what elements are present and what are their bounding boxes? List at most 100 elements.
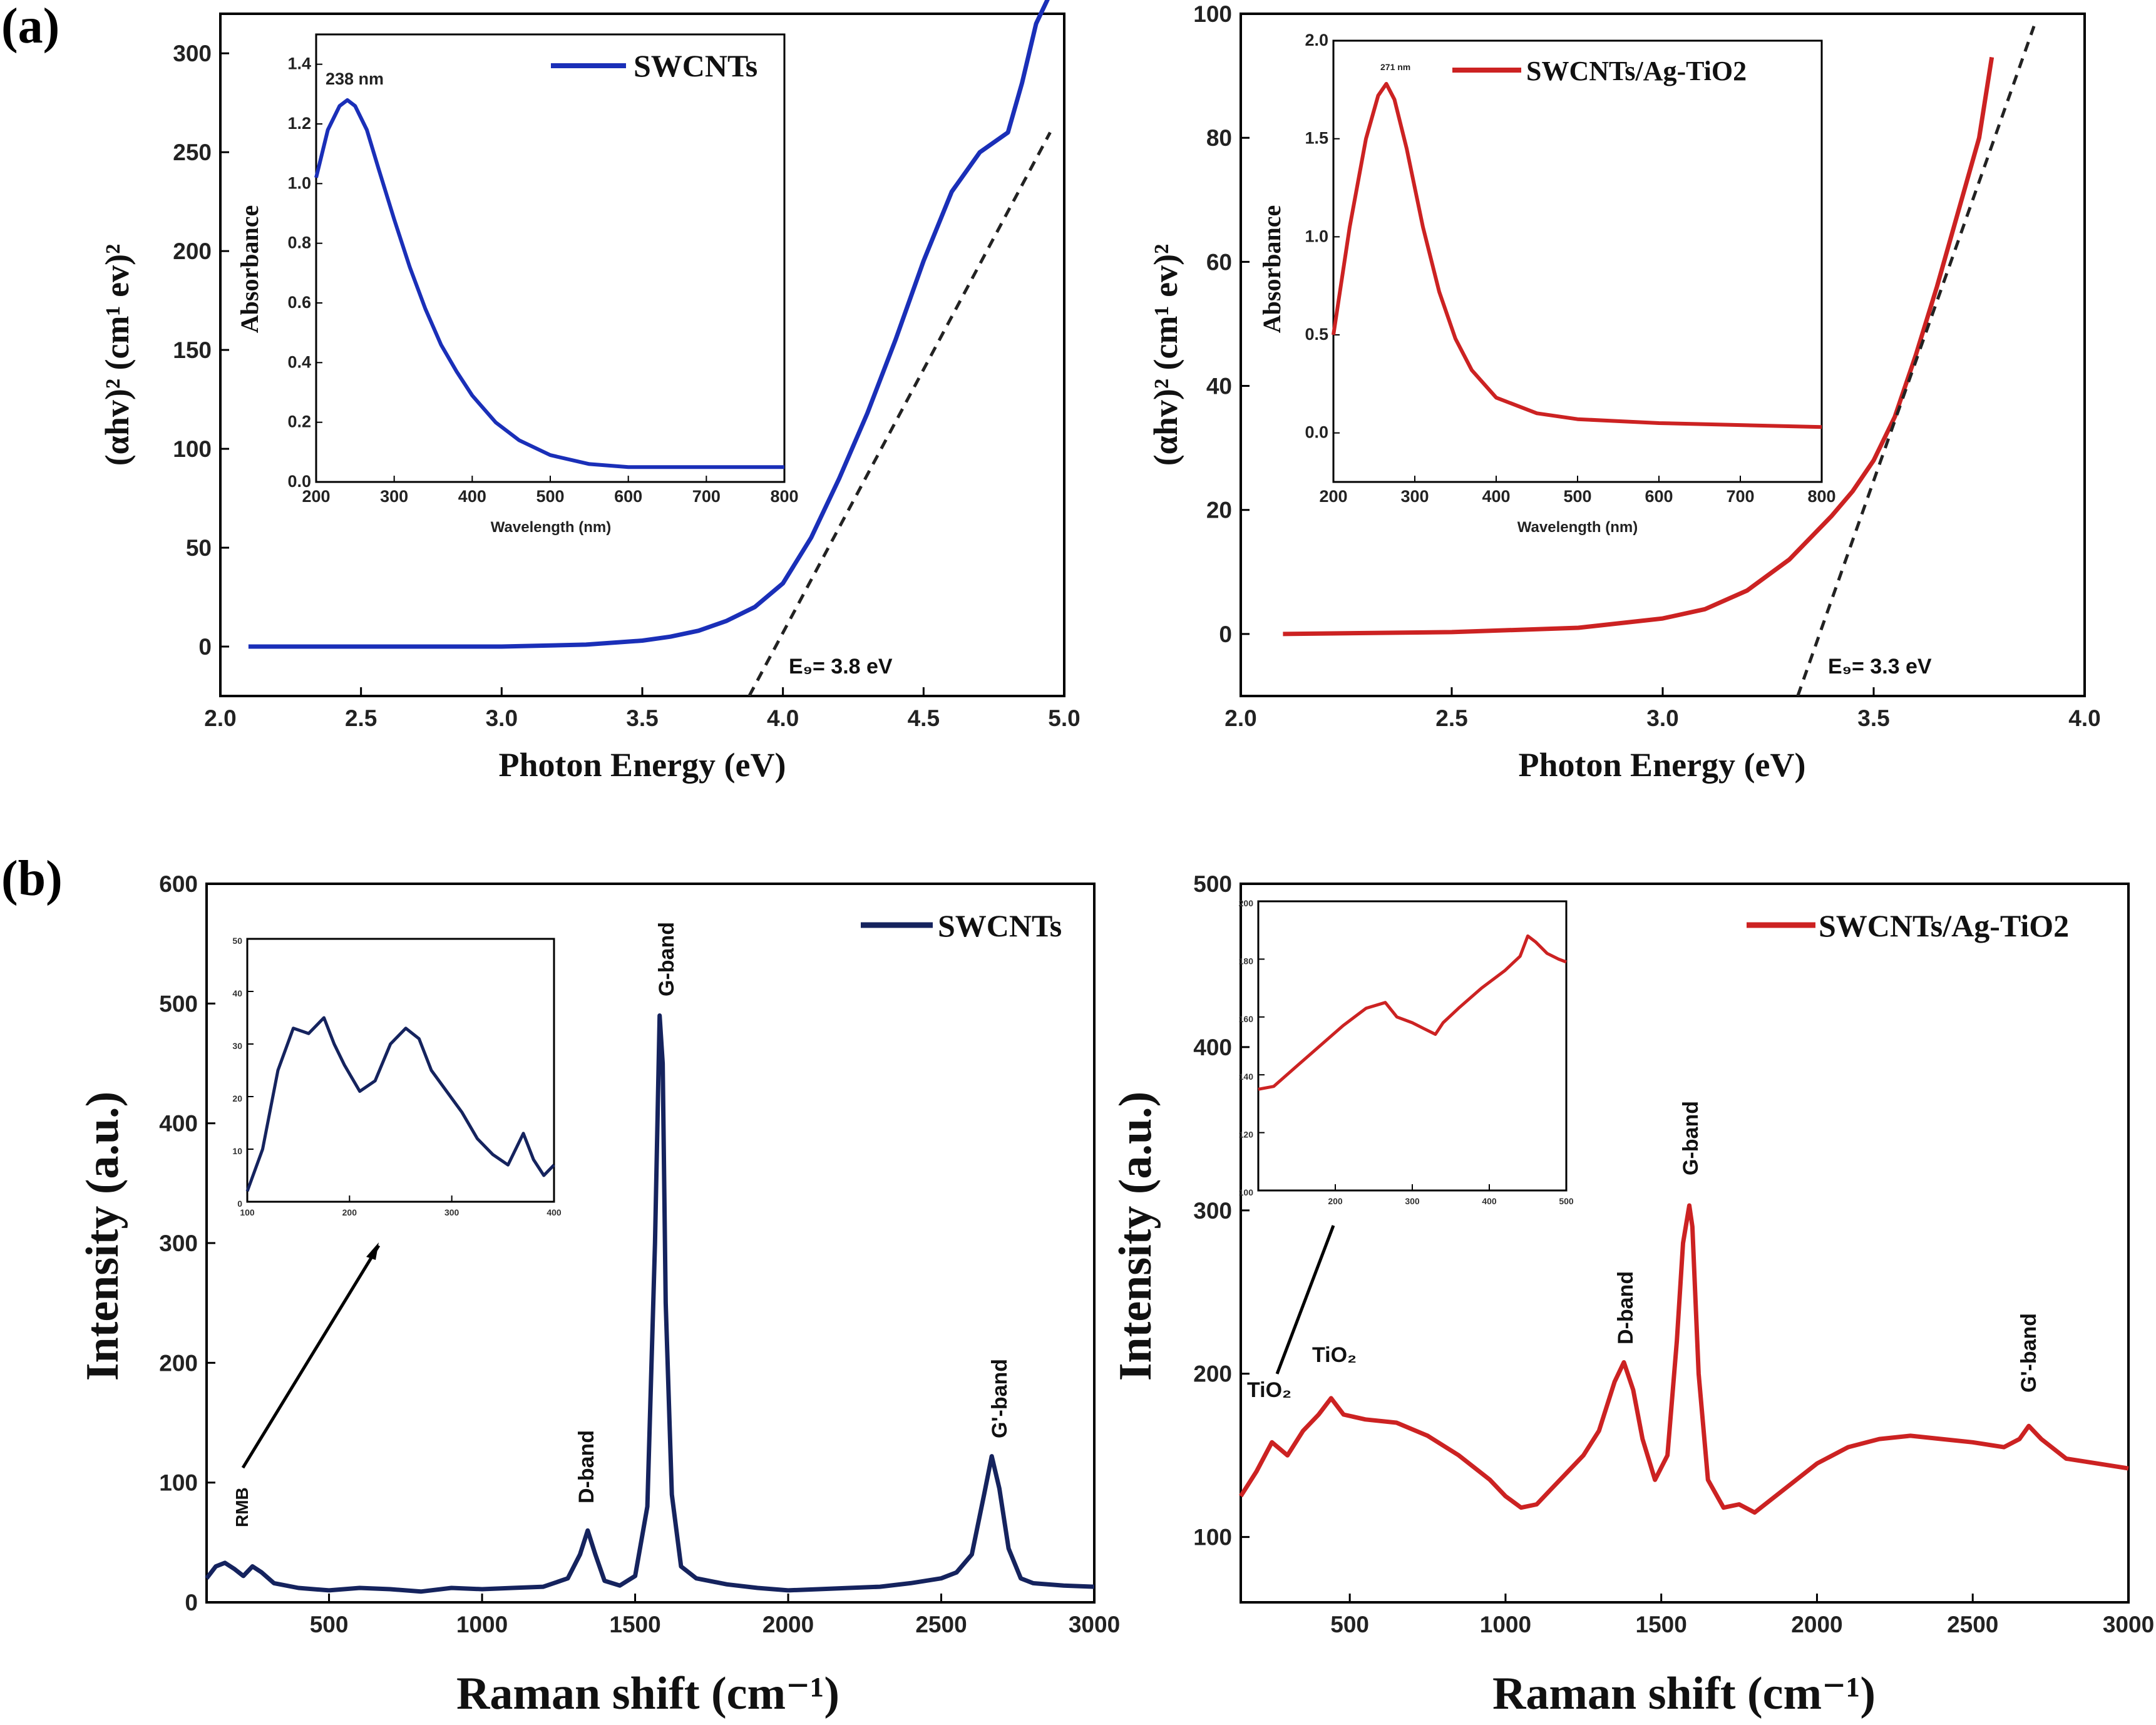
inset-x-title: Wavelength (nm): [1517, 519, 1638, 536]
inset-y-tick-label: 100: [1239, 1187, 1254, 1197]
y-tick-label: 60: [1206, 249, 1232, 275]
y-tick-label: 500: [1193, 871, 1232, 897]
y-axis-title: (αhv)² (cm¹ ev)²: [98, 244, 136, 466]
inset-y-tick-label: 160: [1239, 1014, 1254, 1024]
tangent-line: [747, 131, 1052, 697]
inset-x-title: Wavelength (nm): [491, 519, 611, 536]
band-label-d: D-band: [1614, 1271, 1638, 1344]
x-tick-label: 4.0: [2068, 705, 2100, 731]
y-tick-label: 100: [1193, 1, 1232, 27]
band-label-rbm: RMB: [232, 1487, 252, 1527]
inset-y-tick-label: 1.4: [287, 54, 311, 73]
x-tick-label: 2500: [1947, 1612, 1998, 1637]
y-tick-label: 100: [173, 436, 212, 462]
y-tick-label: 20: [1206, 498, 1232, 523]
inset-x-tick-label: 700: [1726, 487, 1754, 506]
legend-label: SWCNTs: [938, 908, 1062, 943]
y-tick-label: 400: [1193, 1035, 1232, 1060]
inset-y-tick-label: 0.4: [287, 352, 311, 371]
y-tick-label: 300: [1193, 1198, 1232, 1224]
inset-series-line: [314, 98, 784, 469]
x-tick-label: 2.5: [1435, 705, 1467, 731]
x-axis-title: Raman shift (cm⁻¹): [456, 1668, 839, 1719]
inset-x-tick-label: 800: [1807, 487, 1835, 506]
y-tick-label: 150: [173, 337, 212, 363]
inset-y-title: Absorbance: [235, 205, 264, 333]
legend-label: SWCNTs/Ag-TiO2: [1526, 56, 1747, 86]
inset-peak-label: 271 nm: [1380, 62, 1410, 72]
band-label-tio2-b: TiO₂: [1312, 1343, 1357, 1367]
inset-background: [247, 939, 554, 1202]
series-line-composite: [1239, 1203, 2129, 1515]
inset-x-tick-label: 300: [444, 1207, 459, 1217]
inset-y-tick-label: 1.5: [1305, 129, 1328, 148]
band-label-d: D-band: [575, 1430, 598, 1503]
inset-x-tick-label: 300: [1405, 1196, 1420, 1206]
x-tick-label: 3000: [1069, 1612, 1120, 1637]
inset-x-tick-label: 400: [547, 1207, 562, 1217]
arrowhead-icon: [366, 1242, 379, 1260]
y-tick-label: 50: [186, 535, 212, 561]
panel-label-a: (a): [1, 0, 59, 54]
inset-x-tick-label: 400: [1482, 1196, 1497, 1206]
x-tick-label: 3000: [2103, 1612, 2154, 1637]
inset-x-tick-label: 100: [240, 1207, 255, 1217]
inset-x-tick-label: 400: [458, 487, 486, 506]
y-tick-label: 300: [159, 1231, 198, 1256]
inset-y-tick-label: 0.8: [287, 233, 311, 252]
inset-x-tick-label: 200: [342, 1207, 357, 1217]
inset-y-tick-label: 40: [232, 988, 242, 998]
inset-y-tick-label: 0.2: [287, 412, 311, 431]
inset-pointer-arrow: [1275, 1225, 1335, 1374]
inset-y-tick-label: 1.2: [287, 114, 311, 133]
y-tick-label: 100: [1193, 1525, 1232, 1550]
y-tick-label: 40: [1206, 374, 1232, 399]
y-tick-label: 200: [159, 1350, 198, 1376]
inset-x-tick-label: 700: [692, 487, 721, 506]
inset-y-tick-label: 0: [237, 1199, 242, 1209]
inset-series-line: [1258, 934, 1567, 1091]
x-tick-label: 1000: [456, 1612, 508, 1637]
tangent-line: [1796, 25, 2036, 697]
y-tick-label: 0: [1219, 622, 1232, 647]
inset-y-tick-label: 20: [232, 1093, 242, 1103]
x-tick-label: 3.0: [486, 705, 518, 731]
inset-x-tick-label: 200: [1319, 487, 1347, 506]
y-tick-label: 200: [173, 238, 212, 264]
inset-frame: [246, 938, 555, 1203]
y-axis-title: Intensity (a.u.): [77, 1092, 128, 1381]
band-label-g2: G'-band: [988, 1359, 1012, 1438]
x-tick-label: 2000: [762, 1612, 814, 1637]
x-tick-label: 1500: [1636, 1612, 1687, 1637]
inset-y-tick-label: 1.0: [1305, 227, 1328, 245]
inset-y-tick-label: 0.0: [287, 472, 311, 491]
chart-a-right: 0 20 40 60 80 100 2.0 2.5 3.0 3.5 4.0 (αhv)² (cm¹…: [1147, 1, 2101, 784]
inset-y-tick-label: 200: [1239, 898, 1254, 908]
x-tick-label: 1500: [609, 1612, 660, 1637]
y-tick-label: 250: [173, 140, 212, 165]
band-label-g2: G'-band: [2017, 1313, 2041, 1393]
inset-series-line: [1332, 81, 1822, 429]
y-tick-label: 500: [159, 991, 198, 1016]
inset-y-tick-label: 180: [1239, 956, 1254, 966]
bandgap-annotation: E₉= 3.8 eV: [789, 655, 893, 678]
y-tick-label: 400: [159, 1111, 198, 1137]
inset-x-tick-label: 800: [770, 487, 798, 506]
inset-y-title: Absorbance: [1258, 205, 1286, 333]
x-tick-label: 4.5: [908, 705, 940, 731]
x-tick-label: 2.0: [204, 705, 236, 731]
x-axis-title: Raman shift (cm⁻¹): [1492, 1668, 1876, 1719]
y-tick-label: 0: [185, 1590, 198, 1615]
inset-y-tick-label: 0.6: [287, 293, 311, 312]
inset-background: [1333, 41, 1822, 482]
x-tick-label: 1000: [1480, 1612, 1531, 1637]
y-tick-label: 200: [1193, 1361, 1232, 1387]
inset-x-tick-label: 500: [1563, 487, 1591, 506]
x-tick-label: 3.0: [1646, 705, 1678, 731]
legend-label: SWCNTs/Ag-TiO2: [1819, 908, 2069, 943]
inset-y-tick-label: 120: [1239, 1130, 1254, 1140]
series-line-composite: [1283, 56, 1994, 637]
